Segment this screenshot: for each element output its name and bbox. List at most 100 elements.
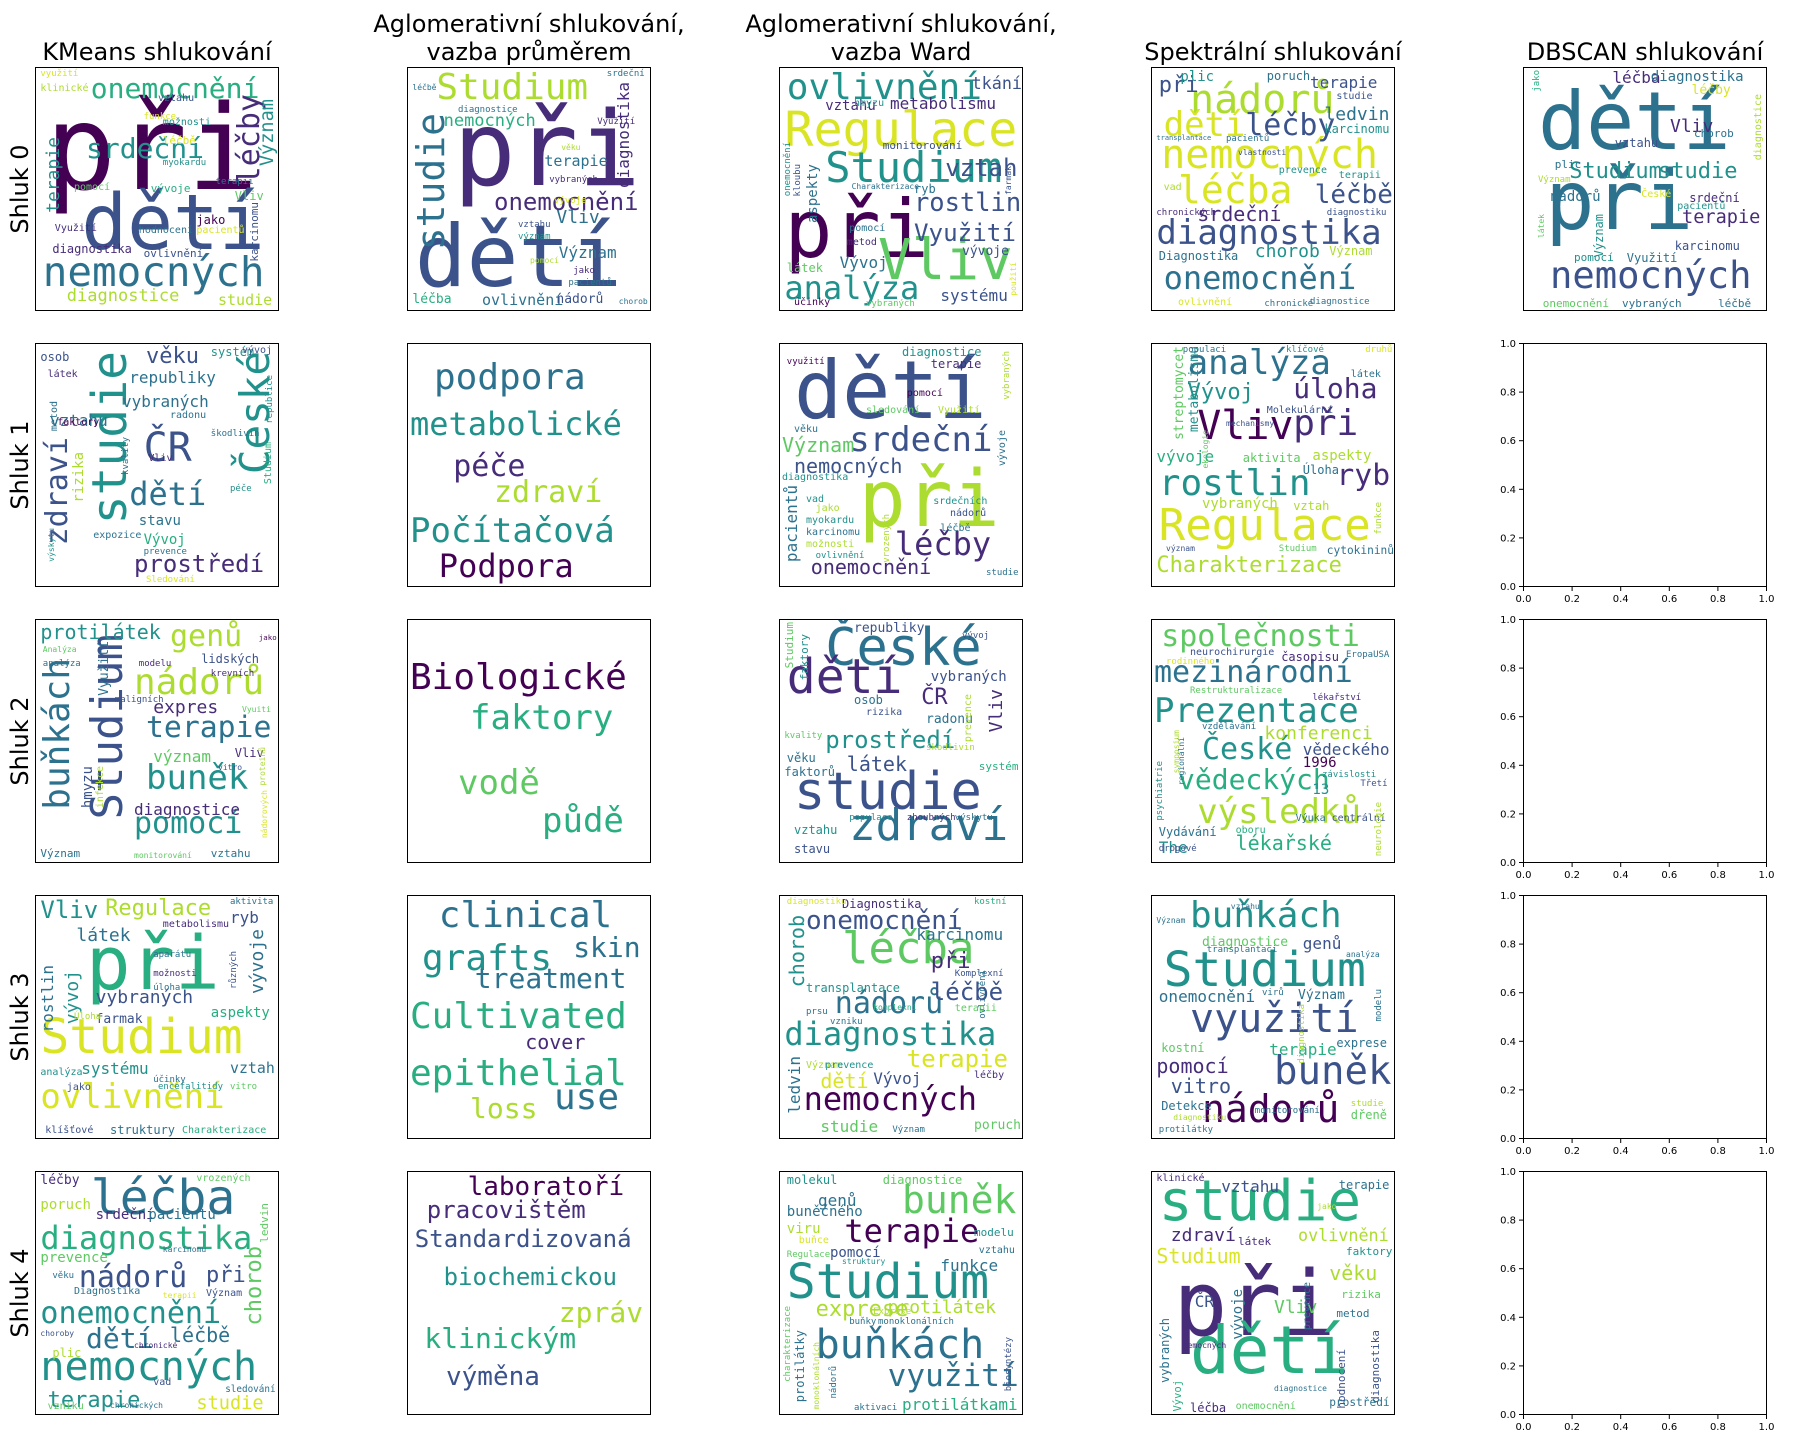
cloud-word: ryb bbox=[914, 181, 936, 196]
wordcloud-panel-row-2-col-3: společnosti mezinárodní Prezentace České věd… bbox=[1151, 619, 1395, 863]
cloud-word: loss bbox=[470, 1091, 538, 1125]
y-tick-label: 0.2 bbox=[1500, 809, 1516, 820]
row-title-label: Shluk 3 bbox=[6, 972, 34, 1062]
cloud-word: léčba bbox=[90, 1171, 236, 1226]
axes-frame bbox=[1523, 619, 1767, 863]
cloud-word: onemocnění bbox=[1163, 259, 1357, 297]
cloud-word: nádorů bbox=[556, 292, 604, 308]
cloud-word: studie bbox=[794, 762, 982, 822]
cloud-word: využití bbox=[786, 357, 825, 367]
cloud-word: Význam bbox=[256, 98, 278, 166]
cloud-word: Diagnostika bbox=[1158, 249, 1239, 263]
cloud-word: jako bbox=[66, 1081, 91, 1093]
cloud-word: vybraných bbox=[122, 392, 209, 411]
cloud-word: vztah bbox=[230, 1059, 275, 1078]
cloud-word: systému bbox=[81, 1059, 149, 1079]
cloud-word: lékařství bbox=[1312, 693, 1362, 703]
cloud-word: vybraných bbox=[1622, 297, 1682, 310]
cloud-word: dětí bbox=[129, 475, 207, 513]
cloud-word: terapie bbox=[930, 357, 982, 371]
cloud-word: analýza bbox=[40, 1067, 83, 1079]
cloud-word: srdeční bbox=[1197, 202, 1282, 227]
cloud-word: Výuka bbox=[1295, 813, 1326, 824]
cloud-word: zhoubných bbox=[906, 813, 956, 823]
y-tick-label: 0.4 bbox=[1500, 761, 1516, 772]
cloud-word: analýza bbox=[1187, 343, 1331, 383]
cloud-word: možnosti bbox=[153, 969, 197, 979]
cloud-word: nemocných bbox=[42, 248, 265, 297]
cloud-word: studie bbox=[196, 1392, 264, 1414]
row-title-3: Shluk 3 bbox=[0, 895, 40, 1139]
cloud-word: ledvin bbox=[784, 1056, 804, 1115]
cloud-word: Exprese bbox=[873, 1307, 912, 1318]
cloud-word: dětí bbox=[86, 1322, 154, 1356]
cloud-word: skin bbox=[573, 931, 641, 964]
cloud-word: ČR bbox=[1194, 1292, 1215, 1311]
x-tick-label: 1.0 bbox=[1759, 870, 1775, 881]
cloud-word: aparátu bbox=[153, 949, 192, 960]
cloud-word: kloubu bbox=[793, 163, 803, 197]
cloud-word: vztahu bbox=[1614, 136, 1659, 151]
cloud-word: karcinomu bbox=[1674, 239, 1740, 254]
cloud-word: terapie bbox=[906, 1044, 1008, 1073]
cloud-word: význam bbox=[1166, 544, 1195, 554]
cloud-word: cytokininů bbox=[1326, 544, 1394, 558]
cloud-word: konferenci bbox=[1264, 723, 1373, 745]
column-title-2-line-1: Aglomerativní shlukování, bbox=[373, 10, 685, 38]
cloud-word: terapii bbox=[1338, 169, 1381, 181]
cloud-word: sledování bbox=[225, 1384, 276, 1396]
cloud-word: léčba bbox=[842, 922, 975, 974]
cloud-word: srdeční bbox=[86, 131, 205, 165]
cloud-word: monoklonálních bbox=[812, 1342, 822, 1410]
cloud-word: Vydávání bbox=[1158, 825, 1217, 839]
cloud-word: diagnostika bbox=[52, 241, 132, 256]
cloud-word: Charakterizace bbox=[851, 181, 920, 191]
cloud-word: buňky bbox=[849, 1317, 877, 1327]
cloud-word: republiky bbox=[854, 621, 925, 636]
column-title-1: KMeans shlukování bbox=[42, 38, 272, 66]
cloud-word: léčby bbox=[1691, 83, 1731, 99]
cloud-word: kvality bbox=[784, 731, 823, 742]
cloud-word: protilátkami bbox=[902, 1395, 1018, 1415]
cloud-word: protilátky bbox=[793, 1330, 807, 1403]
cloud-word: látek bbox=[1350, 369, 1381, 380]
cloud-word: maligních bbox=[114, 695, 164, 706]
cloud-word: jako bbox=[258, 633, 277, 642]
cloud-word: sledování bbox=[866, 405, 921, 416]
cloud-word: Vliv bbox=[878, 228, 1013, 294]
cloud-word: srdeční bbox=[849, 419, 993, 460]
cloud-word: diagnostice bbox=[882, 1173, 963, 1187]
y-tick-label: 1.0 bbox=[1500, 615, 1516, 626]
cloud-word: vztah bbox=[945, 154, 1018, 183]
x-tick-label: 0.6 bbox=[1661, 594, 1677, 605]
y-tick-label: 0.0 bbox=[1500, 582, 1516, 593]
cloud-word: Vliv bbox=[1274, 1296, 1318, 1318]
cloud-word: ryb bbox=[230, 908, 259, 927]
cloud-word: péče bbox=[230, 484, 252, 495]
y-tick-label: 0.8 bbox=[1500, 1216, 1516, 1227]
cloud-word: kostní bbox=[1161, 1041, 1205, 1055]
cloud-word: při bbox=[453, 89, 641, 210]
cloud-word: diagnostika bbox=[1369, 1330, 1382, 1403]
cloud-word: terapie bbox=[146, 710, 272, 746]
cloud-word: karcinomu bbox=[1324, 121, 1390, 136]
y-tick-label: 0.6 bbox=[1500, 712, 1516, 723]
cloud-word: Vliv bbox=[40, 896, 99, 924]
cloud-word: diagnostiku bbox=[1326, 208, 1387, 219]
cloud-word: ryb bbox=[1336, 458, 1391, 494]
cloud-word: klíšťové bbox=[45, 1125, 94, 1136]
cloud-word: choroby bbox=[40, 1329, 75, 1338]
cloud-word: srdeční bbox=[1689, 191, 1740, 206]
cloud-word: prevence bbox=[963, 694, 975, 743]
cloud-word: při bbox=[930, 948, 971, 974]
cloud-word: onemocnění bbox=[40, 1295, 222, 1331]
cloud-word: funkce bbox=[143, 112, 177, 123]
cloud-word: prsu bbox=[806, 1007, 828, 1018]
cloud-word: studie bbox=[1658, 159, 1738, 185]
cloud-word: Význam bbox=[558, 243, 617, 263]
cloud-word: diagnostice bbox=[1310, 297, 1370, 307]
cloud-word: studie bbox=[409, 113, 454, 251]
cloud-word: pacientů bbox=[782, 485, 802, 563]
cloud-word: ovlivnění bbox=[786, 67, 982, 108]
cloud-word: Význam bbox=[40, 846, 81, 860]
